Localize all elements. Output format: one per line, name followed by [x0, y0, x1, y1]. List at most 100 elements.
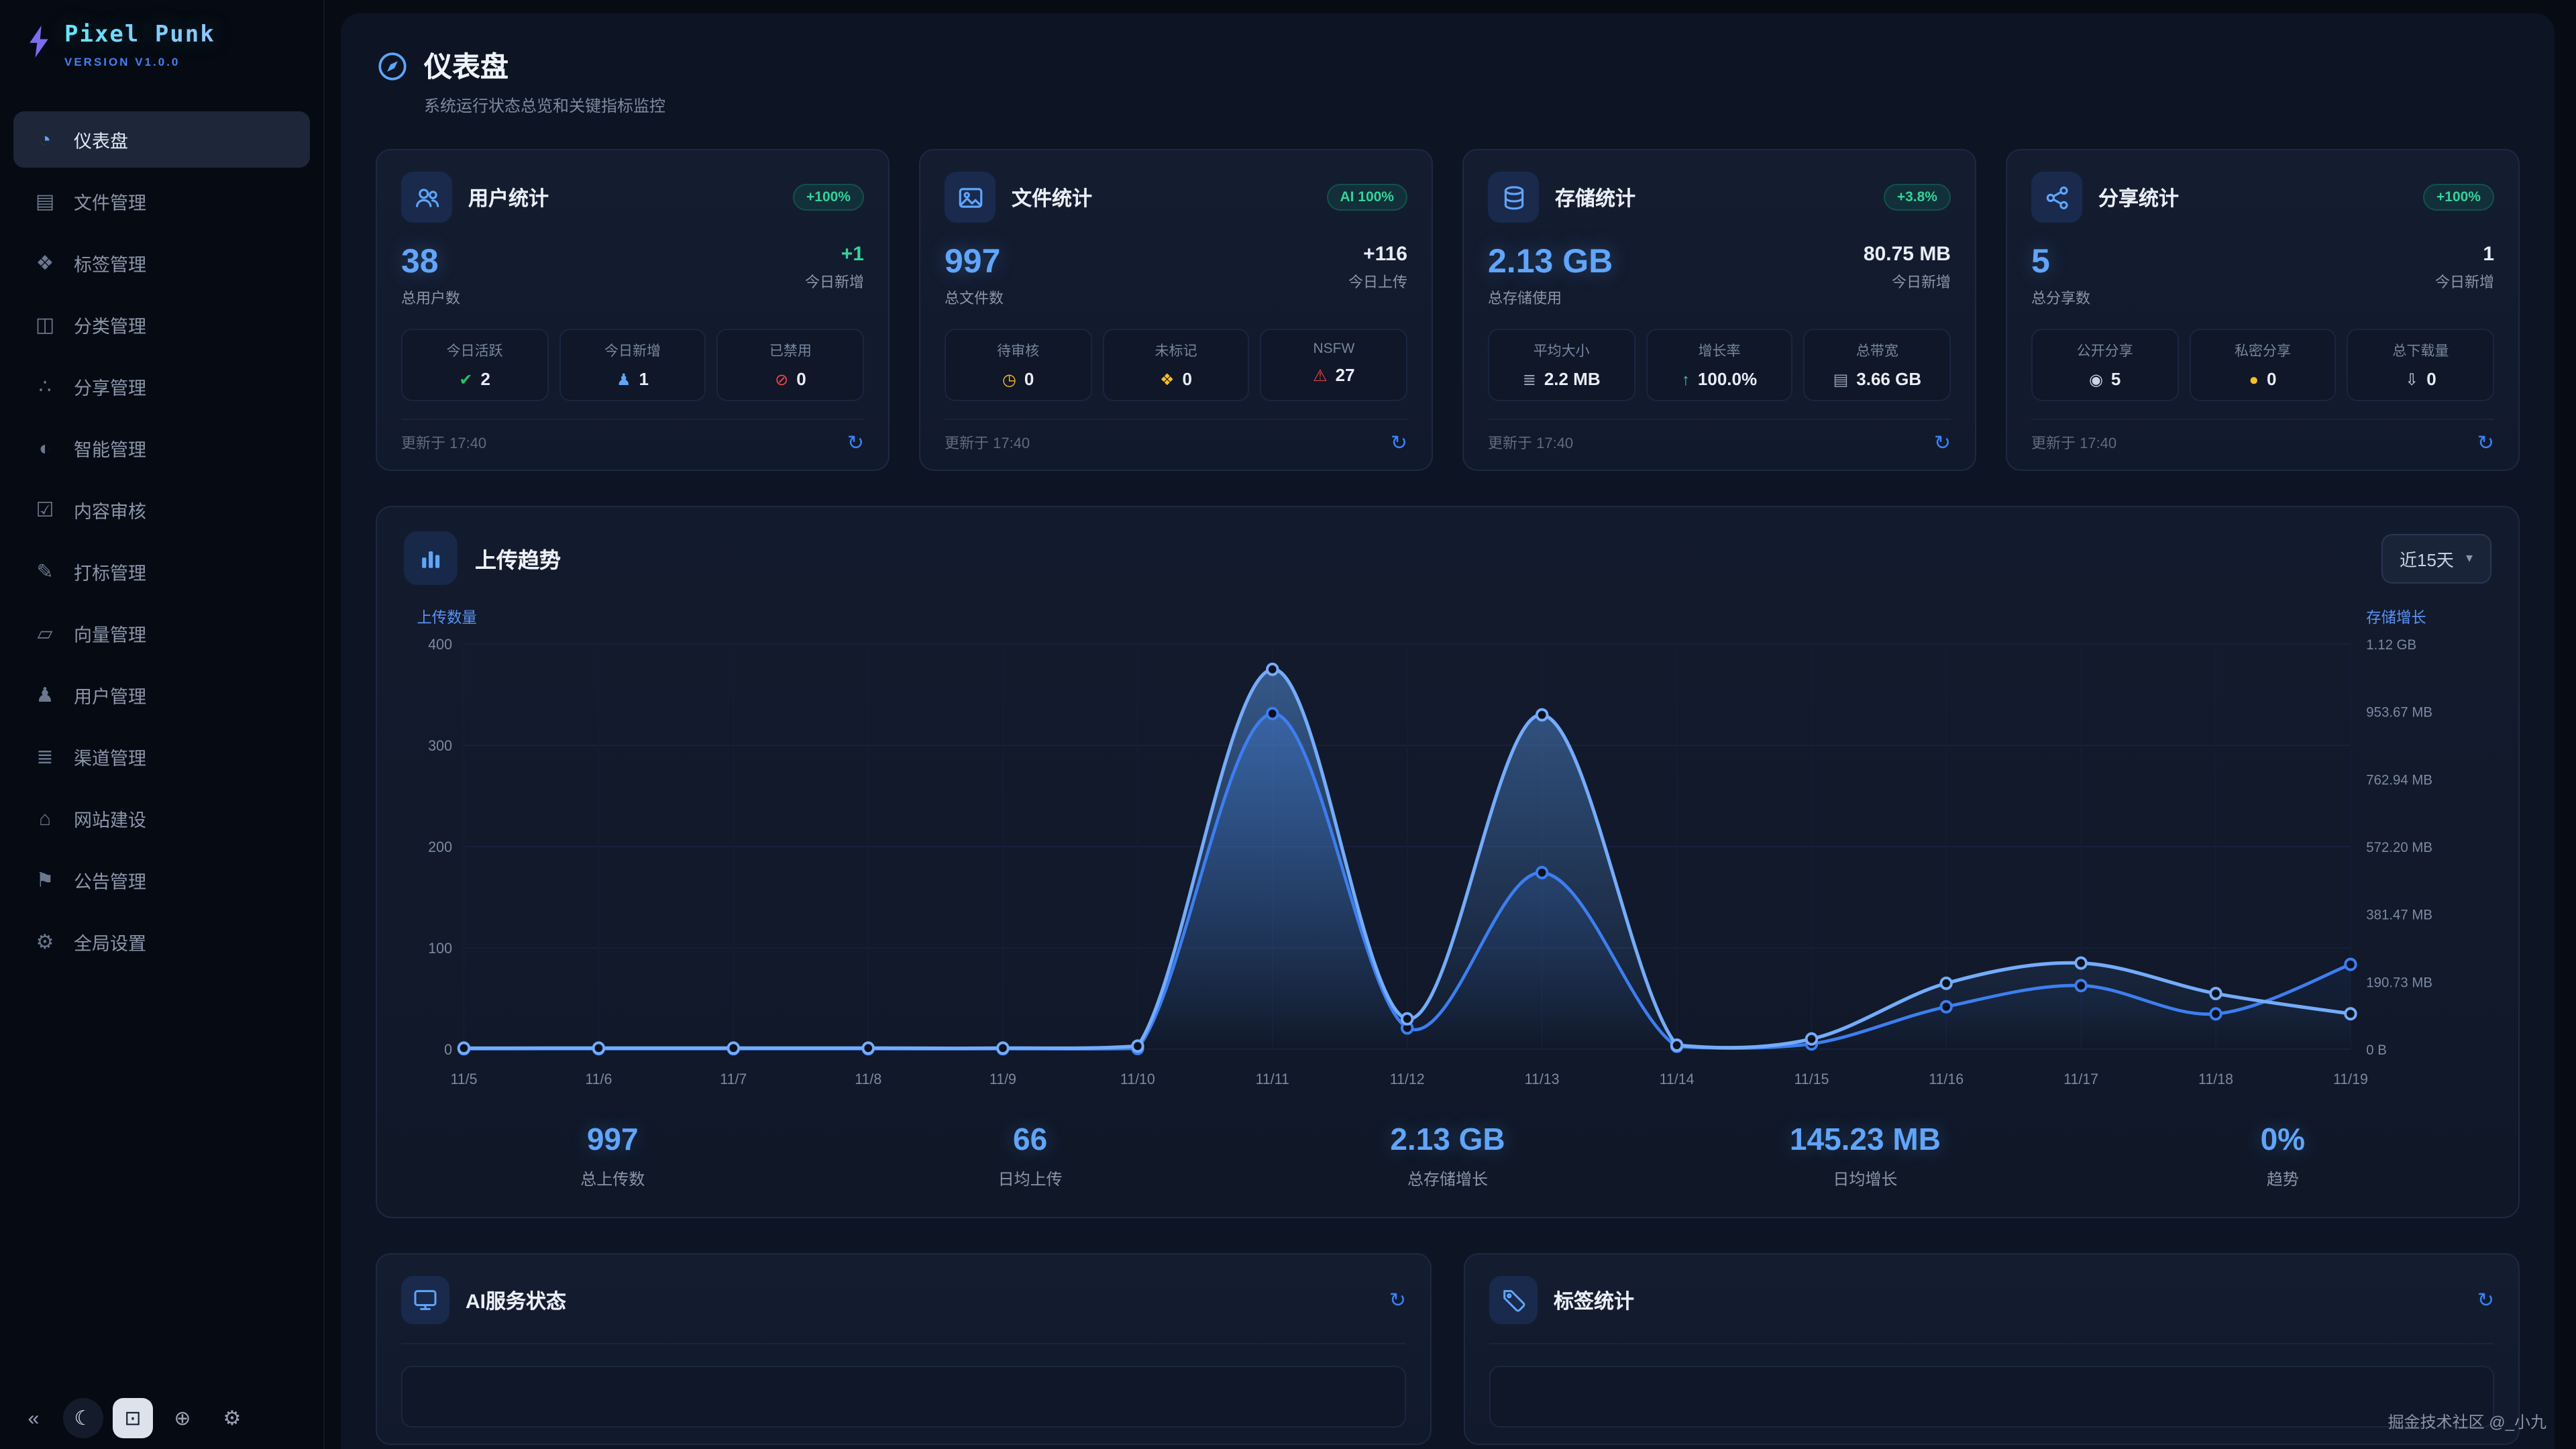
sidebar-item-announcements[interactable]: ⚑ 公告管理	[13, 852, 310, 908]
labeling-icon: ✎	[36, 561, 54, 584]
settings-button[interactable]: ⚙	[212, 1398, 252, 1438]
globe-icon: ⊕	[174, 1407, 191, 1430]
stats-grid: 用户统计 +100% 38 总用户数 +1 今日新增 今日活跃 ✔ 2 今日新增 ♟ 1 已禁用 ⊘ 0 更新…	[376, 149, 2520, 471]
dashboard-icon: ◔	[38, 128, 52, 151]
svg-text:11/11: 11/11	[1256, 1071, 1289, 1087]
channels-icon: ≣	[36, 746, 54, 769]
stat-delta-label: 今日上传	[1348, 275, 1407, 291]
sidebar-item-label: 分类管理	[74, 317, 146, 337]
sub-stat: 平均大小 ≣ 2.2 MB	[1488, 329, 1635, 401]
stat-delta: +116	[1363, 243, 1407, 266]
sidebar-item-ai[interactable]: ◐ 智能管理	[13, 420, 310, 476]
sidebar-item-label: 智能管理	[74, 440, 146, 460]
refresh-button[interactable]: ↻	[2477, 1290, 2494, 1310]
updated-at: 更新于 17:40	[401, 436, 487, 452]
sub-stat: 增长率 ↑ 100.0%	[1646, 329, 1793, 401]
sub-stat-label: 今日新增	[604, 343, 661, 360]
stat-value: 997	[945, 243, 1001, 280]
sidebar-item-label: 网站建设	[74, 810, 146, 830]
sidebar-item-label: 全局设置	[74, 934, 146, 954]
dashboard-compass-icon	[376, 49, 409, 83]
refresh-button[interactable]: ↻	[2477, 433, 2494, 453]
list-icon: ≣	[1522, 370, 1536, 388]
gear-icon: ⚙	[223, 1407, 241, 1430]
sub-stat-label: NSFW	[1313, 341, 1355, 357]
sidebar-item-users[interactable]: ♟ 用户管理	[13, 667, 310, 723]
chevron-down-icon: ▾	[2465, 551, 2473, 566]
theme-button[interactable]: ☾	[63, 1398, 103, 1438]
sidebar-item-tags[interactable]: ❖ 标签管理	[13, 235, 310, 291]
page-subtitle: 系统运行状态总览和关键指标监控	[424, 97, 666, 115]
sidebar-item-label: 打标管理	[74, 564, 146, 584]
stat-value: 5	[2031, 243, 2050, 280]
svg-text:300: 300	[428, 737, 452, 754]
stat-value-label: 总存储使用	[1488, 291, 1562, 307]
date-range-dropdown[interactable]: 近15天 ▾	[2381, 533, 2491, 583]
sidebar-menu: ◔ 仪表盘 ▤ 文件管理 ❖ 标签管理 ◫ 分类管理 ∴ 分享管理 ◐ 智能管理 ☑ 内容审核 ✎ 打标管理 ▱…	[0, 111, 323, 970]
sidebar-item-channels[interactable]: ≣ 渠道管理	[13, 729, 310, 785]
svg-text:1.12 GB: 1.12 GB	[2366, 637, 2416, 653]
sub-stat-label: 总下载量	[2392, 343, 2449, 360]
stat-badge: +3.8%	[1883, 184, 1951, 211]
trend-up-icon: ↑	[1681, 370, 1690, 388]
sidebar-item-review[interactable]: ☑ 内容审核	[13, 482, 310, 538]
sidebar-item-categories[interactable]: ◫ 分类管理	[13, 297, 310, 353]
sub-stat-value: 0	[1024, 369, 1034, 389]
loading-placeholder	[1489, 1366, 2494, 1428]
refresh-icon: ↻	[1390, 431, 1407, 454]
sidebar-toolbar: « ☾ ⊡ ⊕ ⚙	[13, 1398, 252, 1438]
sub-stat: 总下载量 ⇩ 0	[2347, 329, 2495, 401]
refresh-icon: ↻	[1389, 1289, 1406, 1311]
svg-text:11/12: 11/12	[1390, 1071, 1425, 1087]
moon-icon: ☾	[74, 1407, 93, 1430]
stat-card-title: 用户统计	[468, 187, 549, 210]
stat-card: 文件统计 AI 100% 997 总文件数 +116 今日上传 待审核 ◷ 0 未标记 ❖ 0 NSFW…	[919, 149, 1433, 471]
sidebar-item-settings[interactable]: ⚙ 全局设置	[13, 914, 310, 970]
collapse-icon: «	[28, 1407, 40, 1430]
collapse-button[interactable]: «	[13, 1398, 54, 1438]
sidebar-item-vectors[interactable]: ▱ 向量管理	[13, 605, 310, 661]
updated-at: 更新于 17:40	[945, 436, 1030, 452]
chart-summary-item: 145.23 MB 日均增长	[1656, 1122, 2074, 1190]
sub-stat-value: 2.2 MB	[1544, 369, 1601, 389]
sidebar-item-website[interactable]: ⌂ 网站建设	[13, 790, 310, 847]
stat-value: 38	[401, 243, 439, 280]
sub-stat-label: 已禁用	[769, 343, 812, 360]
chart-summary-value: 66	[1013, 1122, 1048, 1157]
upload-trend-card: 上传趋势 近15天 ▾ 0 100 200 300 400 11/5 11/6 11/7 11/…	[376, 506, 2520, 1218]
sidebar-item-dashboard[interactable]: ◔ 仪表盘	[13, 111, 310, 168]
language-button[interactable]: ⊕	[162, 1398, 203, 1438]
sub-stat-label: 平均大小	[1533, 343, 1590, 360]
sub-stat-label: 待审核	[997, 343, 1040, 360]
chart-summary-value: 2.13 GB	[1390, 1122, 1505, 1157]
sub-stat-label: 总带宽	[1856, 343, 1898, 360]
stat-card: 分享统计 +100% 5 总分享数 1 今日新增 公开分享 ◉ 5 私密分享 ● 0 总下载量 ⇩ 0 更新于…	[2006, 149, 2520, 471]
footer-credit: 掘金技术社区 @_小九	[2387, 1413, 2546, 1432]
refresh-button[interactable]: ↻	[847, 433, 864, 453]
sidebar-item-label: 分享管理	[74, 378, 146, 398]
sub-stat-value: 0	[2426, 369, 2436, 389]
svg-text:11/10: 11/10	[1120, 1071, 1155, 1087]
svg-text:11/15: 11/15	[1794, 1071, 1829, 1087]
chart-summary-item: 997 总上传数	[404, 1122, 821, 1190]
sub-stat-label: 私密分享	[2235, 343, 2291, 360]
refresh-button[interactable]: ↻	[1389, 1290, 1406, 1310]
share-icon	[2031, 172, 2082, 223]
svg-text:953.67 MB: 953.67 MB	[2366, 704, 2432, 720]
svg-text:11/18: 11/18	[2198, 1071, 2233, 1087]
robot-icon: ⊡	[124, 1407, 142, 1430]
refresh-button[interactable]: ↻	[1934, 433, 1951, 453]
sidebar-item-files[interactable]: ▤ 文件管理	[13, 173, 310, 229]
sub-stat-value: 100.0%	[1697, 369, 1758, 389]
svg-text:0: 0	[444, 1041, 452, 1058]
assistant-button[interactable]: ⊡	[113, 1398, 153, 1438]
svg-text:11/16: 11/16	[1929, 1071, 1964, 1087]
chart-summary-label: 日均增长	[1833, 1170, 1898, 1189]
stat-card-title: 存储统计	[1555, 187, 1636, 210]
ban-icon: ⊘	[775, 370, 789, 388]
stat-delta-label: 今日新增	[805, 275, 864, 291]
sidebar-item-shares[interactable]: ∴ 分享管理	[13, 358, 310, 415]
refresh-button[interactable]: ↻	[1391, 433, 1407, 453]
sidebar-item-labeling[interactable]: ✎ 打标管理	[13, 543, 310, 600]
